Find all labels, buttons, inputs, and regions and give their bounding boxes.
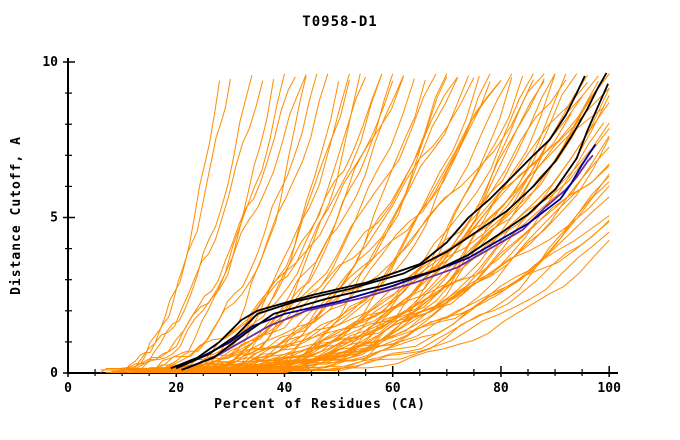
x-tick-label: 60 <box>385 381 401 396</box>
model-ensemble-curve <box>246 239 610 372</box>
model-ensemble-curve <box>111 74 307 373</box>
model-ensemble-curve <box>154 73 383 373</box>
x-tick-label: 80 <box>493 381 509 396</box>
model-ensemble-curve <box>116 78 231 373</box>
model-ensemble-curve <box>246 73 567 373</box>
y-tick-label: 0 <box>50 366 58 381</box>
y-axis-label-wrap: Distance Cutoff, A <box>6 40 26 390</box>
x-tick-label: 0 <box>64 381 72 396</box>
highlight-black-3-curve <box>181 83 609 371</box>
model-ensemble-curve <box>127 76 296 373</box>
model-ensemble-curve <box>192 73 394 373</box>
model-ensemble-curve <box>159 112 572 373</box>
model-ensemble-curve <box>235 122 605 371</box>
highlight-black-2-curve <box>175 72 608 370</box>
highlight-black-1-curve <box>170 75 586 370</box>
model-ensemble-curve <box>176 96 583 373</box>
model-ensemble-curve <box>230 231 610 373</box>
model-ensemble-curve <box>100 80 220 371</box>
chart-title: T0958-D1 <box>302 14 378 30</box>
model-ensemble-curve <box>138 73 318 373</box>
x-tick-label: 20 <box>168 381 184 396</box>
reference-navy-curve <box>175 143 597 368</box>
model-ensemble-curve <box>111 73 350 372</box>
y-tick-label: 5 <box>50 211 58 226</box>
y-axis-label: Distance Cutoff, A <box>8 135 24 295</box>
x-tick-label: 40 <box>277 381 293 396</box>
model-ensemble-curve <box>143 73 545 372</box>
model-ensemble-curve <box>116 76 404 373</box>
x-tick-label: 100 <box>597 381 621 396</box>
y-tick-label: 10 <box>42 55 58 70</box>
model-ensemble-curve <box>105 74 253 373</box>
model-ensemble-curve <box>197 73 610 373</box>
x-axis-label: Percent of Residues (CA) <box>214 397 426 412</box>
